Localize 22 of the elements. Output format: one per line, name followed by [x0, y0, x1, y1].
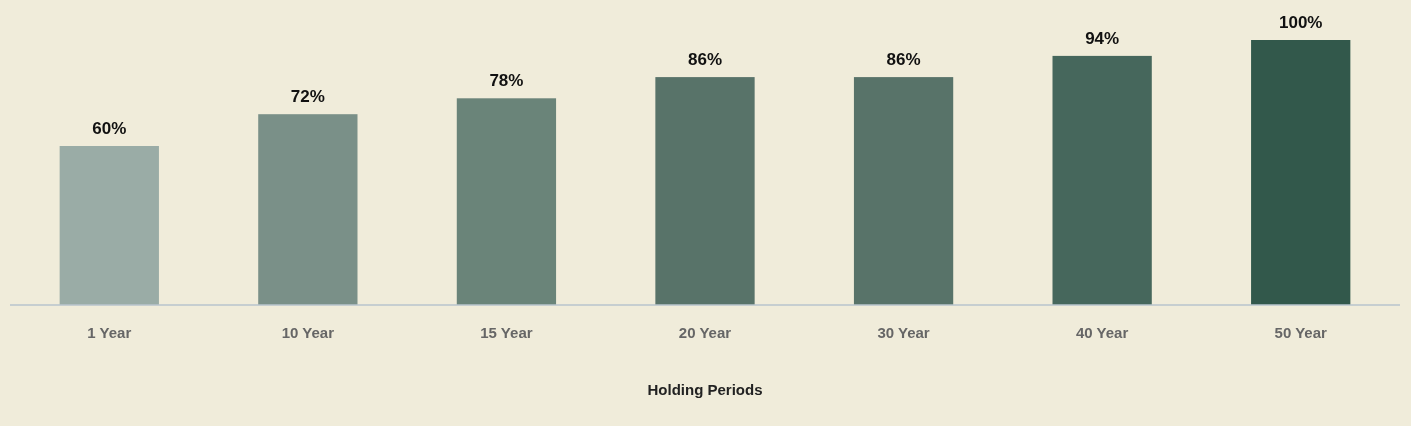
x-tick-label: 30 Year [877, 324, 930, 341]
data-label: 60% [92, 119, 127, 138]
data-label: 78% [489, 71, 524, 91]
x-tick-label: 15 Year [480, 324, 533, 341]
bar [853, 77, 954, 305]
data-label: 86% [687, 50, 723, 70]
x-tick-label: 1 Year [87, 324, 132, 341]
data-label: 100% [1278, 13, 1323, 32]
data-label: 72% [290, 87, 325, 107]
x-tick-label: 40 Year [1076, 324, 1129, 341]
x-tick-label: 50 Year [1274, 324, 1328, 341]
bar [59, 146, 159, 305]
data-label: 94% [1085, 28, 1120, 48]
x-tick-label: 10 Year [281, 324, 335, 341]
data-label: 86% [886, 50, 921, 70]
x-tick-label: 20 Year [678, 324, 732, 341]
x-axis-title: Holding Periods [647, 381, 763, 398]
bar [1052, 55, 1152, 305]
bar [1251, 40, 1351, 305]
bar [456, 98, 557, 305]
bar [258, 114, 358, 305]
bar [655, 77, 755, 305]
